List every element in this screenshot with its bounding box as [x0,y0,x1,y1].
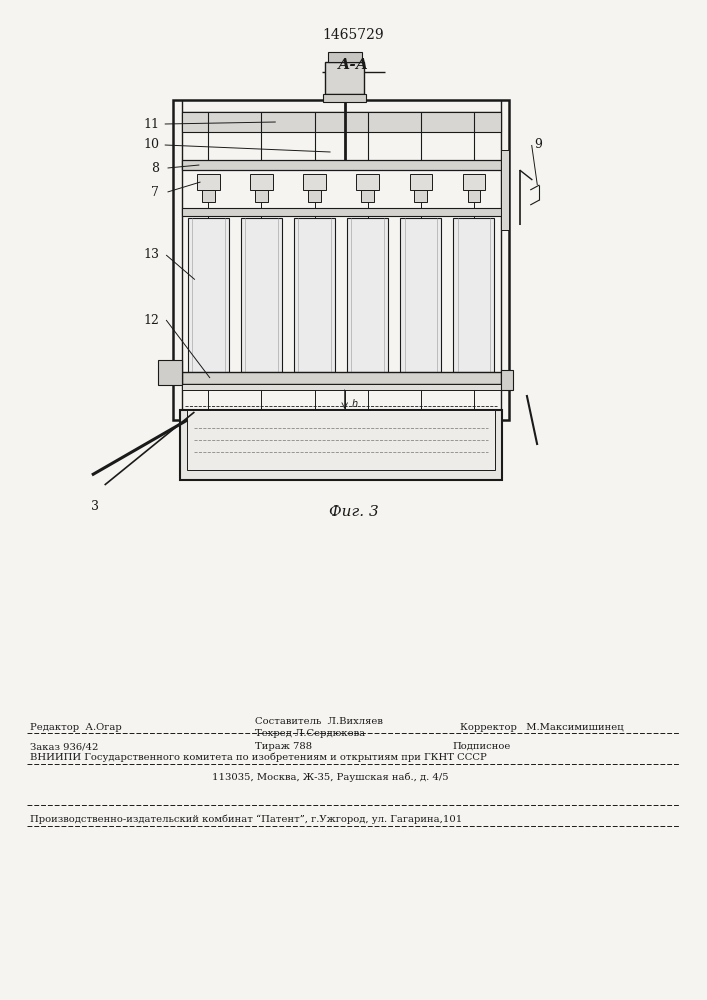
Bar [467,190,480,202]
Bar [158,360,182,385]
Bar [356,174,379,190]
Bar [182,160,501,170]
Bar [501,150,509,230]
Bar [241,218,282,372]
Text: Заказ 936/42: Заказ 936/42 [30,742,98,751]
Bar [187,410,495,470]
Bar [182,208,501,216]
Bar [361,190,374,202]
Text: 3: 3 [91,500,100,513]
Bar [180,410,502,480]
Text: 11: 11 [143,117,159,130]
Bar [173,100,509,420]
Bar [414,190,427,202]
Text: 13: 13 [143,248,159,261]
Text: Корректор   М.Максимишинец: Корректор М.Максимишинец [460,723,623,732]
Text: ВНИИПИ Государственного комитета по изобретениям и открытиям при ГКНТ СССР: ВНИИПИ Государственного комитета по изоб… [30,752,486,762]
Bar [188,218,229,372]
Bar [400,218,441,372]
Bar [303,174,326,190]
Bar [197,174,220,190]
Text: 8: 8 [151,161,159,174]
Bar [453,218,494,372]
Bar [202,190,215,202]
Bar [255,190,268,202]
Bar [182,112,501,132]
Bar [501,370,513,390]
Bar [294,218,335,372]
Text: Производственно-издательский комбинат “Патент”, г.Ужгород, ул. Гагарина,101: Производственно-издательский комбинат “П… [30,815,462,824]
Text: Тираж 788: Тираж 788 [255,742,312,751]
Bar [347,218,388,372]
Text: Редактор  А.Огар: Редактор А.Огар [30,723,122,732]
Text: 10: 10 [143,138,159,151]
Text: Фиг. 3: Фиг. 3 [329,505,378,519]
Text: 1465729: 1465729 [322,28,385,42]
Text: Техред Л.Сердюкова: Техред Л.Сердюкова [255,729,365,738]
Bar [250,174,273,190]
Bar [182,372,501,384]
Bar [308,190,321,202]
Text: Подписное: Подписное [452,742,511,751]
Text: 7: 7 [151,186,159,198]
Text: 9: 9 [534,138,542,151]
Bar [325,62,364,94]
Bar [182,384,501,390]
Text: h: h [351,399,358,409]
Bar [327,52,361,62]
Bar [409,174,432,190]
Bar [324,94,366,102]
Text: 113035, Москва, Ж-35, Раушская наб., д. 4/5: 113035, Москва, Ж-35, Раушская наб., д. … [212,773,449,782]
Text: 12: 12 [144,314,159,326]
Bar [462,174,485,190]
Text: А-А: А-А [338,58,369,72]
Text: Составитель  Л.Вихляев: Составитель Л.Вихляев [255,717,382,726]
